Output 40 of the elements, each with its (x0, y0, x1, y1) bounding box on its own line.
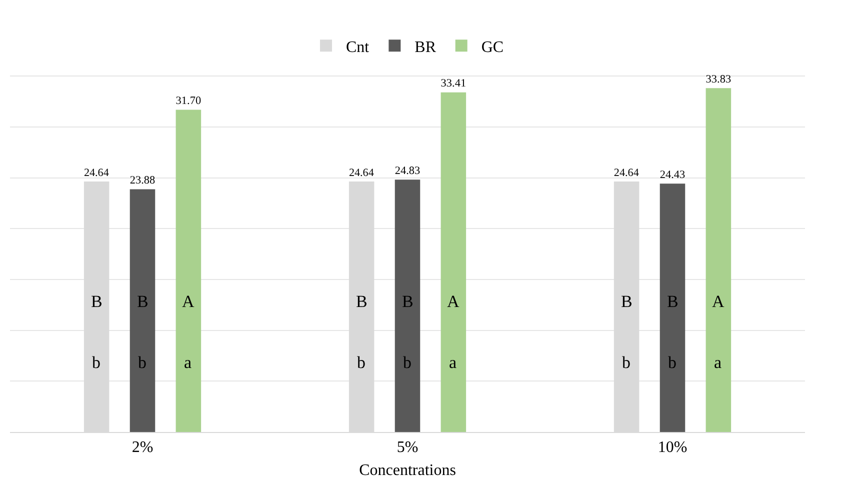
bar (706, 88, 732, 432)
bar (394, 180, 420, 432)
annotation: b (622, 353, 630, 372)
x-tick-label: 2% (132, 439, 154, 456)
bar (660, 184, 686, 432)
annotation: B (91, 292, 102, 311)
x-tick-label: 10% (658, 439, 688, 456)
x-tick-label: 5% (396, 439, 418, 456)
annotation: b (668, 353, 676, 372)
annotation: b (138, 353, 146, 372)
annotation: b (403, 353, 412, 372)
annotation: a (714, 353, 722, 372)
data-label: 31.70 (176, 95, 202, 108)
annotation: a (184, 353, 192, 372)
data-label: 24.64 (614, 166, 640, 179)
data-label: 24.83 (394, 164, 421, 177)
data-label: 24.43 (660, 169, 686, 182)
legend-label: Cnt (346, 38, 370, 56)
bar (176, 110, 202, 432)
annotation: A (712, 292, 725, 311)
bar (130, 189, 156, 432)
data-label: 23.88 (130, 174, 156, 187)
annotation: b (357, 353, 366, 372)
annotation: B (137, 292, 148, 311)
data-label: 24.64 (348, 166, 374, 179)
annotation: A (182, 292, 195, 311)
annotation: b (92, 353, 100, 372)
data-label: 33.83 (706, 73, 732, 86)
annotation: A (447, 292, 460, 311)
annotation: B (621, 292, 632, 311)
annotation: B (667, 292, 678, 311)
annotation: B (402, 292, 414, 311)
bar (440, 92, 466, 432)
x-axis-title: Concentrations (359, 462, 456, 479)
data-label: 33.41 (440, 78, 466, 90)
legend-label: BR (414, 38, 436, 56)
data-label: 24.64 (84, 166, 110, 179)
legend-label: GC (481, 38, 504, 56)
annotation: B (356, 292, 368, 311)
annotation: a (449, 353, 457, 372)
